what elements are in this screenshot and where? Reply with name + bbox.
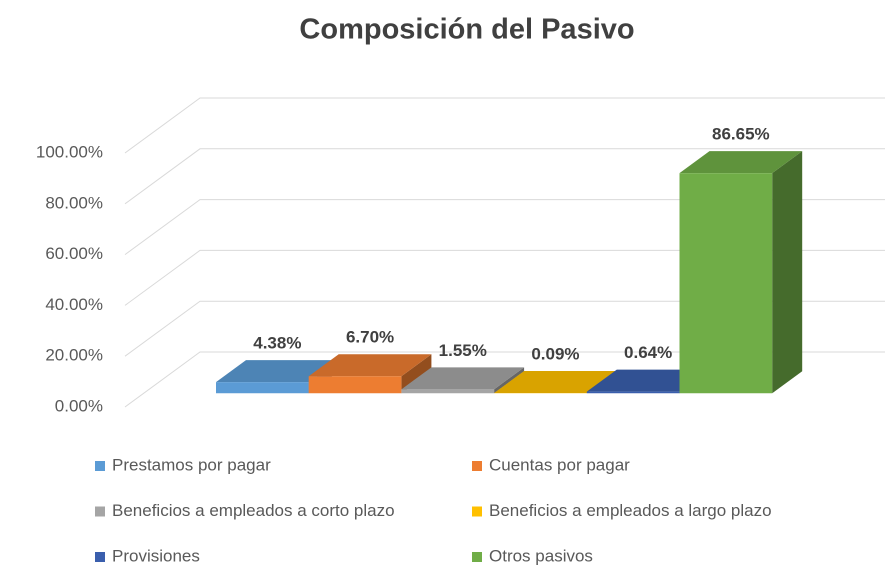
value-label: 0.09%	[531, 345, 579, 364]
bar-top	[308, 354, 432, 377]
bar-side	[401, 354, 432, 394]
bar-top	[494, 371, 617, 394]
legend-label: Prestamos por pagar	[112, 455, 271, 474]
grid-line	[124, 300, 885, 357]
value-label: 86.65%	[712, 125, 770, 144]
value-label: 1.55%	[439, 341, 487, 360]
bar	[401, 389, 495, 394]
grid-line	[124, 148, 885, 205]
y-tick-label: 20.00%	[45, 346, 103, 365]
value-label: 4.38%	[253, 334, 301, 353]
bar-top	[216, 360, 339, 383]
y-tick-label: 60.00%	[45, 244, 103, 263]
grid-line	[124, 97, 885, 154]
y-tick-label: 100.00%	[36, 142, 103, 161]
legend-swatch	[95, 552, 105, 562]
legend-swatch	[472, 506, 482, 517]
legend-swatch	[95, 506, 105, 517]
bar-top	[586, 369, 710, 392]
legend-label: Beneficios a empleados a corto plazo	[112, 501, 395, 520]
bar	[216, 382, 309, 394]
bar-side	[494, 367, 525, 394]
bar-side	[772, 151, 803, 394]
bar	[308, 376, 402, 394]
chart-title: Composición del Pasivo	[299, 14, 634, 46]
legend-label: Otros pasivos	[489, 546, 593, 565]
bar	[679, 173, 773, 394]
bar-top	[679, 151, 803, 174]
grid-line	[124, 249, 885, 306]
value-label: 0.64%	[624, 343, 672, 362]
bar	[586, 391, 680, 394]
legend-swatch	[472, 461, 482, 471]
bar-top	[401, 367, 525, 390]
value-label: 6.70%	[346, 328, 394, 347]
y-tick-label: 40.00%	[45, 295, 103, 314]
legend-label: Cuentas por pagar	[489, 455, 630, 474]
y-tick-label: 0.00%	[55, 396, 103, 415]
legend-label: Beneficios a empleados a largo plazo	[489, 501, 772, 520]
legend-label: Provisiones	[112, 546, 200, 565]
legend-swatch	[95, 461, 105, 471]
grid-line	[124, 351, 885, 408]
y-tick-label: 80.00%	[45, 193, 103, 212]
legend-swatch	[472, 552, 482, 562]
grid-line	[124, 199, 885, 256]
